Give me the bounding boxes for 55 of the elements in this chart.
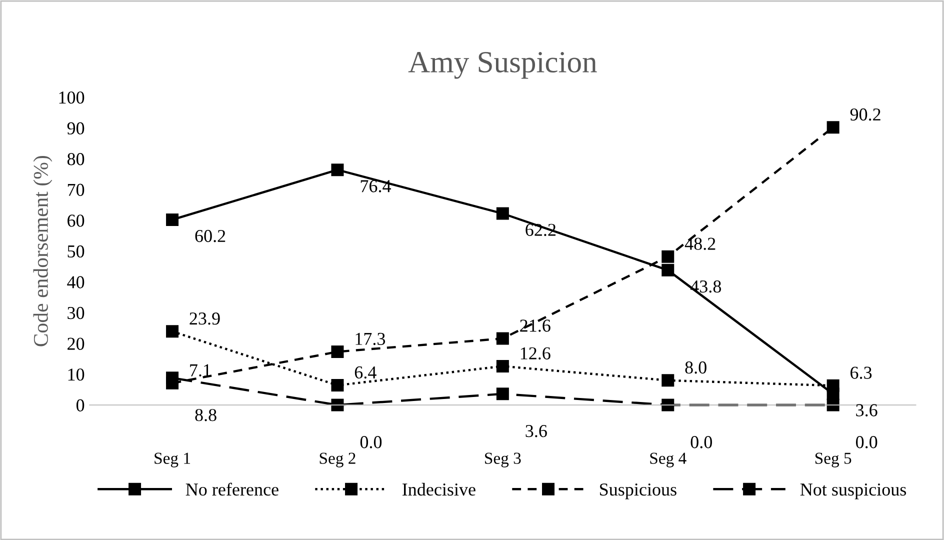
point (496, 207, 509, 220)
data-label: 0.0 (360, 436, 382, 448)
data-label: 6.3 (850, 366, 872, 379)
chart-title: Amy Suspicion (408, 52, 597, 79)
y-tick-label: 20 (68, 338, 84, 350)
point (826, 379, 840, 392)
point (331, 164, 344, 176)
data-label: 12.6 (520, 347, 550, 360)
x-tick-label: Seg 3 (485, 452, 521, 468)
data-label: 60.2 (195, 230, 226, 242)
y-tick-label: 40 (67, 276, 84, 288)
data-label: 48.2 (684, 238, 716, 250)
y-tick-label: 30 (68, 306, 84, 320)
point (166, 325, 179, 338)
point (496, 332, 509, 345)
data-label: 8.0 (685, 361, 706, 374)
y-tick-label: 50 (68, 245, 84, 258)
point (662, 264, 674, 276)
point (166, 372, 179, 384)
data-label: 90.2 (850, 108, 880, 121)
legend-label: Not suspicious (800, 483, 906, 500)
data-label: 3.6 (856, 404, 878, 416)
point (496, 360, 509, 372)
point (662, 374, 674, 387)
data-label: 3.6 (526, 425, 547, 438)
y-tick-label: 10 (68, 368, 84, 381)
point (166, 213, 179, 226)
x-tick-label: Seg 2 (320, 452, 356, 468)
x-tick-label: Seg 1 (154, 452, 190, 468)
x-tick-label: Seg 5 (815, 452, 852, 468)
legend-label: Suspicious (600, 483, 676, 500)
legend-label: Indecisive (402, 482, 476, 496)
point (331, 398, 344, 412)
point (826, 121, 840, 134)
point (496, 388, 509, 400)
y-tick-label: 60 (68, 214, 84, 227)
data-label: 17.3 (356, 332, 386, 346)
x-tick-label: Seg 4 (650, 452, 686, 468)
y-tick-label: 80 (67, 153, 84, 166)
data-label: 23.9 (190, 312, 220, 325)
y-tick-label: 100 (59, 91, 84, 104)
point (662, 250, 674, 263)
legend-label: No reference (186, 482, 278, 496)
y-axis-title: Code endorsement (%) (33, 156, 52, 346)
data-label: 6.4 (354, 366, 376, 379)
y-tick-label: 90 (67, 122, 84, 134)
point (331, 379, 344, 392)
y-tick-label: 0 (76, 399, 84, 412)
data-label: 0.0 (690, 436, 712, 448)
data-label: 8.8 (195, 408, 216, 422)
data-label: 0.0 (856, 436, 878, 448)
point (826, 398, 840, 412)
point (331, 346, 344, 358)
y-tick-label: 70 (68, 184, 84, 196)
point (662, 398, 674, 412)
